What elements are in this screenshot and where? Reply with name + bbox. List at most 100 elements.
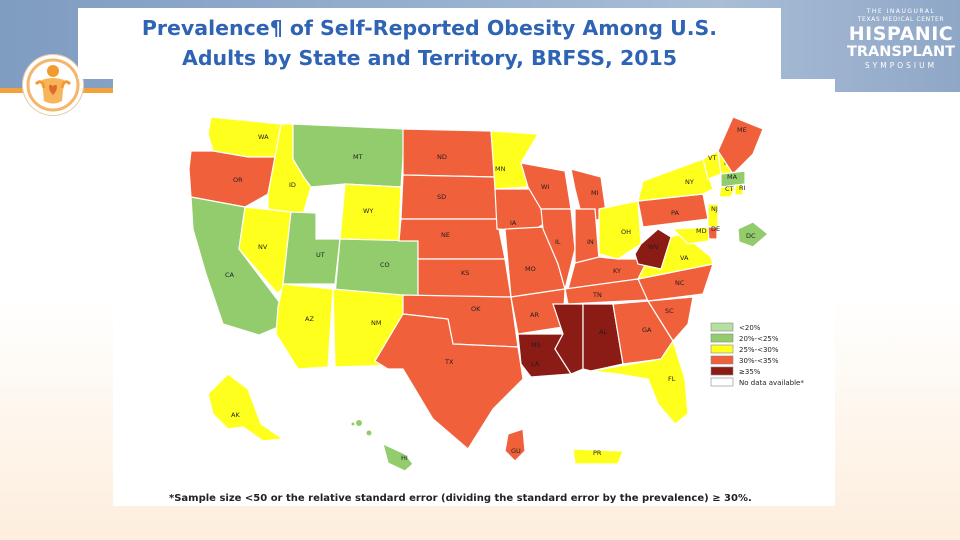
legend-swatch-ge35 <box>710 366 734 376</box>
state-label-gu: GU <box>511 447 521 455</box>
hawaii-island <box>356 420 362 426</box>
state-in <box>574 208 600 264</box>
state-label-ma: MA <box>727 173 738 181</box>
hawaii-island <box>366 430 372 436</box>
state-label-sd: SD <box>437 193 446 201</box>
obesity-map-figure: WA OR CA ID NV MT WY UT CO AZ NM ND SD NE KS OK TX MN IA MO… <box>113 79 835 506</box>
state-ma <box>720 170 746 188</box>
state-label-al: AL <box>599 328 607 336</box>
state-label-ga: GA <box>642 326 652 334</box>
state-label-vt: VT <box>708 154 716 162</box>
state-oh <box>598 200 642 260</box>
state-ak <box>207 373 285 442</box>
footnote: *Sample size <50 or the relative standar… <box>169 493 752 504</box>
state-label-ms: MS <box>531 341 541 349</box>
state-label-wv: WV <box>648 243 659 251</box>
state-label-wa: WA <box>258 133 269 141</box>
state-label-fl: FL <box>668 375 676 383</box>
state-label-co: CO <box>380 261 390 269</box>
logo-line-3: HISPANIC <box>848 23 954 45</box>
state-label-mo: MO <box>525 265 536 273</box>
state-ks <box>417 258 512 298</box>
legend-label-c20_25: 20%-<25% <box>739 335 779 343</box>
state-label-hi: HI <box>401 454 408 462</box>
legend-label-c25_30: 25%-<30% <box>739 346 779 354</box>
logo-line-1: THE INAUGURAL <box>866 8 936 15</box>
us-choropleth-map: WA OR CA ID NV MT WY UT CO AZ NM ND SD NE KS OK TX MN IA MO… <box>173 111 804 491</box>
state-wv <box>634 228 672 270</box>
legend-swatch-c20_25 <box>710 333 734 343</box>
state-label-ks: KS <box>461 269 469 277</box>
title-line-1: Prevalence¶ of Self-Reported Obesity Amo… <box>141 16 718 40</box>
state-label-ri: RI <box>739 184 746 192</box>
state-hi <box>382 442 414 472</box>
title-line-2: Adults by State and Territory, BRFSS, 20… <box>181 46 678 70</box>
legend-label-no_data: No data available* <box>739 379 804 387</box>
state-label-tn: TN <box>592 291 602 299</box>
state-label-ar: AR <box>530 311 539 319</box>
state-label-pr: PR <box>593 449 602 457</box>
state-label-or: OR <box>233 176 243 184</box>
state-ri <box>734 184 744 196</box>
state-label-nj: NJ <box>711 205 718 213</box>
state-label-nd: ND <box>437 153 447 161</box>
state-sc <box>646 296 694 343</box>
state-label-de: DE <box>711 225 720 233</box>
state-label-md: MD <box>696 227 707 235</box>
slide-title: Prevalence¶ of Self-Reported Obesity Amo… <box>78 8 781 79</box>
state-label-ny: NY <box>685 178 694 186</box>
legend-label-ge35: ≥35% <box>739 368 761 376</box>
state-fl <box>590 339 689 425</box>
state-label-ak: AK <box>231 411 240 419</box>
state-label-ne: NE <box>441 231 450 239</box>
legend-label-lt20: <20% <box>739 324 761 332</box>
state-label-sc: SC <box>665 307 674 315</box>
state-label-dc: DC <box>746 232 756 240</box>
state-label-id: ID <box>289 181 296 189</box>
state-label-la: LA <box>531 360 540 368</box>
state-label-ia: IA <box>510 219 517 227</box>
state-label-ky: KY <box>613 267 621 275</box>
state-label-mt: MT <box>353 153 363 161</box>
state-gu <box>504 428 526 462</box>
state-nj <box>707 203 719 230</box>
state-label-nc: NC <box>675 279 685 287</box>
state-label-me: ME <box>737 126 747 134</box>
state-al <box>582 303 624 372</box>
state-md <box>671 226 710 245</box>
state-label-il: IL <box>555 238 561 246</box>
state-me <box>717 116 764 175</box>
state-ct <box>718 186 736 198</box>
state-ny <box>637 158 714 202</box>
state-tx <box>374 313 524 450</box>
logo-line-4: TRANSPLANT <box>847 44 955 60</box>
state-wa <box>207 116 282 158</box>
state-label-ut: UT <box>316 251 325 259</box>
state-label-va: VA <box>680 254 689 262</box>
legend-label-c30_35: 30%-<35% <box>739 357 779 365</box>
hawaii-island <box>351 422 355 426</box>
state-co <box>334 238 419 298</box>
state-label-nm: NM <box>371 319 381 327</box>
state-label-in: IN <box>587 238 594 246</box>
state-label-oh: OH <box>621 228 631 236</box>
logo-line-5: SYMPOSIUM <box>864 61 938 70</box>
state-label-wi: WI <box>541 183 549 191</box>
legend-swatch-no_data <box>710 377 734 387</box>
legend-swatch-c25_30 <box>710 344 734 354</box>
state-nv <box>238 206 292 294</box>
state-label-mn: MN <box>495 165 506 173</box>
state-label-mi: MI <box>591 189 599 197</box>
state-label-ca: CA <box>225 271 235 279</box>
state-label-nv: NV <box>258 243 268 251</box>
state-label-az: AZ <box>305 315 314 323</box>
state-label-ok: OK <box>471 305 481 313</box>
logo-line-2: TEXAS MEDICAL CENTER <box>857 16 945 23</box>
state-label-wy: WY <box>363 207 373 215</box>
state-nd <box>402 128 496 178</box>
person-heart-icon <box>26 58 80 112</box>
legend-swatch-lt20 <box>710 322 734 332</box>
state-sd <box>400 174 498 220</box>
legend-swatch-c30_35 <box>710 355 734 365</box>
state-label-pa: PA <box>671 209 680 217</box>
